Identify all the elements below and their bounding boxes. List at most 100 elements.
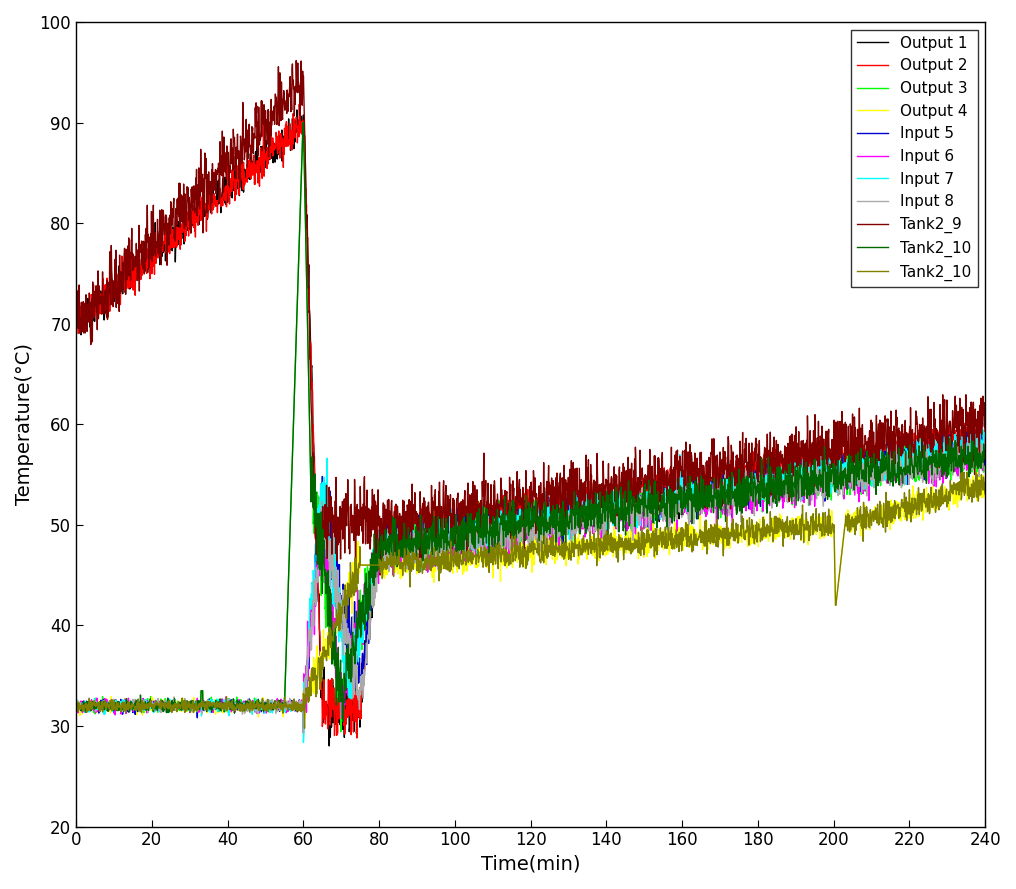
Input 8	[483, 513, 495, 524]
Input 6	[483, 531, 495, 541]
Input 6	[70, 699, 82, 709]
Output 4	[70, 701, 82, 711]
Input 5	[94, 695, 107, 706]
Output 3	[297, 117, 309, 128]
Line: Output 2: Output 2	[76, 104, 986, 738]
Input 6	[94, 698, 107, 709]
Line: Output 3: Output 3	[76, 123, 986, 732]
Output 3	[841, 489, 853, 500]
Input 8	[840, 469, 852, 479]
Output 1	[94, 297, 107, 308]
Output 4	[140, 696, 152, 707]
Line: Tank2_9: Tank2_9	[76, 60, 986, 575]
Input 7	[70, 693, 82, 704]
Line: Output 4: Output 4	[76, 473, 986, 718]
Input 5	[979, 441, 992, 452]
Output 1	[170, 238, 182, 249]
Line: Output 1: Output 1	[76, 110, 986, 746]
Input 8	[70, 697, 82, 708]
Output 1	[323, 741, 335, 751]
Input 6	[941, 434, 953, 444]
Output 1	[841, 453, 853, 464]
Input 8	[979, 444, 992, 454]
Tank2_10	[70, 704, 82, 715]
Tank2_10	[140, 699, 152, 709]
Output 2	[170, 239, 182, 250]
Tank2_10	[484, 525, 496, 535]
Input 5	[70, 701, 82, 712]
Output 1	[979, 438, 992, 449]
Input 8	[94, 698, 107, 709]
Tank2_9	[70, 332, 82, 342]
Output 3	[140, 695, 152, 706]
Tank2_10	[70, 701, 82, 712]
Input 6	[840, 454, 852, 465]
Tank2_9	[841, 436, 853, 447]
Line: Input 8: Input 8	[76, 431, 986, 733]
Input 5	[840, 467, 852, 477]
Tank2_9	[195, 170, 207, 180]
Input 5	[140, 705, 152, 716]
Output 1	[291, 105, 303, 116]
Tank2_9	[484, 505, 496, 516]
Output 4	[840, 517, 852, 528]
Output 4	[94, 700, 107, 710]
Input 7	[195, 701, 207, 711]
Input 7	[170, 702, 182, 713]
Input 5	[975, 423, 988, 434]
Input 8	[140, 700, 152, 710]
Tank2_10	[140, 705, 152, 716]
Tank2_10	[195, 700, 207, 710]
Output 4	[971, 468, 983, 478]
Tank2_9	[140, 223, 152, 234]
Input 7	[964, 421, 976, 432]
Input 7	[140, 694, 152, 705]
Input 6	[335, 713, 347, 724]
Output 4	[195, 702, 207, 713]
Input 6	[140, 702, 152, 713]
Output 1	[140, 251, 152, 261]
Output 3	[335, 726, 347, 737]
Input 8	[904, 426, 916, 436]
Output 2	[484, 513, 496, 524]
Input 8	[195, 701, 207, 711]
Input 5	[483, 534, 495, 545]
Tank2_10	[840, 520, 852, 531]
Line: Input 6: Input 6	[76, 439, 986, 718]
Output 3	[195, 685, 207, 696]
Tank2_10	[170, 701, 182, 712]
Output 2	[195, 196, 207, 207]
Output 4	[483, 554, 495, 565]
Input 5	[195, 702, 207, 713]
Output 2	[841, 457, 853, 468]
Output 3	[484, 521, 496, 532]
Input 7	[483, 511, 495, 522]
Output 3	[70, 699, 82, 709]
Tank2_10	[299, 723, 311, 733]
Output 2	[351, 733, 363, 743]
Output 2	[94, 303, 107, 314]
Tank2_10	[979, 489, 992, 500]
Input 7	[298, 737, 310, 748]
Input 6	[979, 442, 992, 453]
Tank2_10	[483, 567, 495, 578]
Output 2	[70, 324, 82, 335]
Tank2_10	[337, 717, 350, 727]
Input 6	[195, 701, 207, 711]
Tank2_9	[291, 55, 303, 66]
Output 1	[70, 315, 82, 325]
Legend: Output 1, Output 2, Output 3, Output 4, Input 5, Input 6, Input 7, Input 8, Tank: Output 1, Output 2, Output 3, Output 4, …	[851, 29, 977, 287]
Input 7	[979, 437, 992, 448]
Output 3	[979, 437, 992, 448]
Tank2_10	[170, 701, 182, 712]
Line: Tank2_10: Tank2_10	[76, 123, 986, 722]
Output 4	[170, 701, 182, 712]
Line: Tank2_10: Tank2_10	[76, 472, 986, 728]
Output 3	[170, 705, 182, 716]
Input 7	[94, 698, 107, 709]
Output 1	[484, 522, 496, 533]
Line: Input 5: Input 5	[76, 428, 986, 733]
X-axis label: Time(min): Time(min)	[481, 855, 580, 874]
Tank2_10	[94, 696, 107, 707]
Tank2_9	[170, 213, 182, 224]
